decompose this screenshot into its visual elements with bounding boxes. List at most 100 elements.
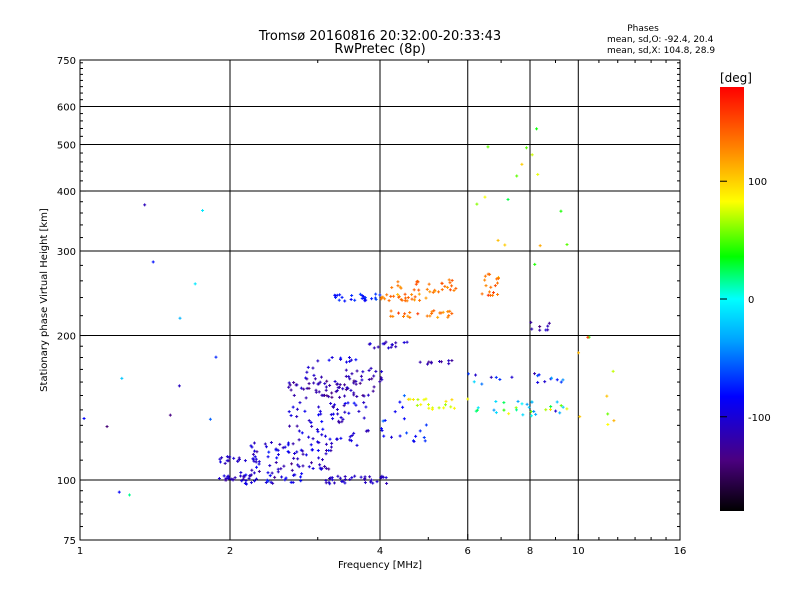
echo-point: [328, 437, 332, 441]
echo-point: [316, 382, 320, 386]
echo-point: [341, 417, 345, 421]
echo-point: [361, 370, 365, 374]
echo-point: [405, 340, 409, 344]
echo-point: [425, 314, 429, 318]
echo-point: [227, 455, 231, 459]
echo-point: [378, 293, 382, 297]
echo-point: [424, 296, 428, 300]
echo-point: [376, 345, 380, 349]
echo-point: [268, 464, 272, 468]
echo-point: [366, 429, 370, 433]
echo-point: [447, 278, 451, 282]
echo-point: [354, 403, 358, 407]
echo-point: [538, 328, 542, 332]
echo-point: [475, 408, 479, 412]
echo-point: [247, 476, 251, 480]
echo-point: [178, 316, 182, 320]
echo-point: [307, 382, 311, 386]
x-tick-label: 4: [377, 546, 383, 557]
echo-point: [320, 433, 324, 437]
echo-point: [547, 321, 551, 325]
echo-point: [269, 480, 273, 484]
echo-point: [437, 290, 441, 294]
echo-point: [452, 288, 456, 292]
echo-point: [266, 479, 270, 483]
echo-point: [330, 395, 334, 399]
echo-point: [335, 389, 339, 393]
echo-point: [337, 421, 341, 425]
echo-point: [412, 440, 416, 444]
echo-point: [447, 314, 451, 318]
echo-point: [498, 377, 502, 381]
echo-point: [544, 408, 548, 412]
echo-point: [406, 314, 410, 318]
echo-point: [530, 327, 534, 331]
echo-point: [354, 358, 358, 362]
echo-point: [444, 399, 448, 403]
echo-point: [300, 431, 304, 435]
echo-point: [283, 478, 287, 482]
echo-point: [312, 373, 316, 377]
echo-point: [311, 366, 315, 370]
chart-title-line2: RwPretec (8p): [334, 42, 425, 57]
echo-point: [516, 399, 520, 403]
echo-point: [249, 481, 253, 485]
echo-point: [348, 438, 352, 442]
echo-point: [444, 403, 448, 407]
echo-point: [549, 405, 553, 409]
echo-point: [292, 393, 296, 397]
echo-point: [559, 404, 563, 408]
echo-point: [510, 375, 514, 379]
echo-point: [362, 394, 366, 398]
echo-point: [340, 420, 344, 424]
echo-point: [336, 412, 340, 416]
echo-point: [543, 380, 547, 384]
echo-point: [466, 397, 470, 401]
echo-point: [383, 342, 387, 346]
echo-point: [410, 293, 414, 297]
echo-point: [295, 383, 299, 387]
echo-point: [440, 288, 444, 292]
echo-point: [286, 441, 290, 445]
echo-point: [292, 456, 296, 460]
echo-point: [385, 293, 389, 297]
echo-point: [489, 285, 493, 289]
echo-point: [538, 325, 542, 329]
echo-point: [307, 465, 311, 469]
echo-point: [416, 312, 420, 316]
echo-point: [284, 476, 288, 480]
echo-point: [360, 293, 364, 297]
echo-point: [237, 457, 241, 461]
echo-point: [320, 420, 324, 424]
echo-point: [298, 401, 302, 405]
echo-point: [342, 404, 346, 408]
echo-point: [318, 463, 322, 467]
echo-point: [301, 452, 305, 456]
echo-point: [427, 282, 431, 286]
echo-point: [295, 424, 299, 428]
echo-point: [291, 473, 295, 477]
echo-point: [612, 419, 616, 423]
echo-point: [390, 286, 394, 290]
echo-point: [250, 468, 254, 472]
echo-point: [289, 388, 293, 392]
echo-point: [394, 341, 398, 345]
echo-point: [417, 292, 421, 296]
echo-point: [168, 413, 172, 417]
echo-point: [291, 405, 295, 409]
echo-point: [364, 405, 368, 409]
echo-point: [480, 382, 484, 386]
chart-title-line1: Tromsø 20160816 20:32:00-20:33:43: [258, 29, 501, 44]
echo-point: [418, 360, 422, 364]
echo-point: [343, 401, 347, 405]
echo-point: [321, 427, 325, 431]
echo-point: [329, 445, 333, 449]
echo-point: [253, 455, 257, 459]
echo-point: [371, 389, 375, 393]
echo-point: [450, 284, 454, 288]
echo-point: [401, 405, 405, 409]
echo-point: [521, 413, 525, 417]
echo-point: [319, 375, 323, 379]
echo-point: [302, 387, 306, 391]
echo-point: [546, 324, 550, 328]
